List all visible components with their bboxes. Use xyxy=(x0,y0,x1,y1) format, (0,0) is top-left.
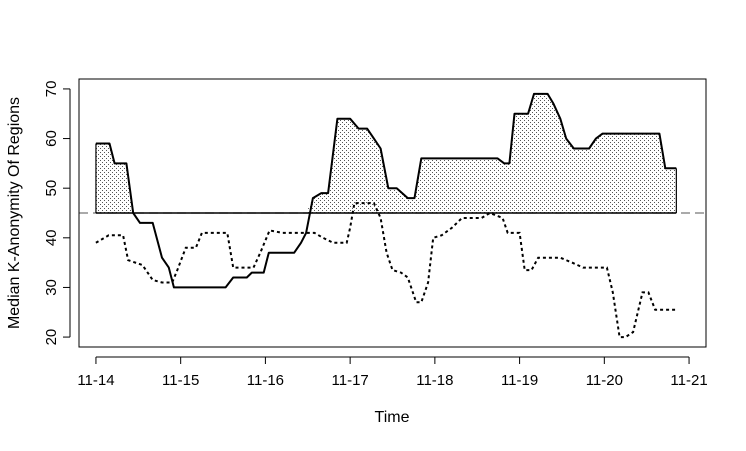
shaded-area-solid xyxy=(95,93,677,213)
x-tick-label: 11-21 xyxy=(670,372,707,389)
series-line-solid xyxy=(95,92,677,289)
y-tick-label: 60 xyxy=(43,130,60,147)
y-tick-label: 30 xyxy=(43,279,60,296)
series-line-dotted xyxy=(95,202,677,339)
series-layer xyxy=(79,92,706,339)
shaded-area-layer xyxy=(95,93,677,213)
axis-layer: 11-14 11-15 11-16 11-17 11-18 11-19 11-20 11-21… xyxy=(43,81,708,389)
x-tick-label: 11-15 xyxy=(162,372,199,389)
x-tick-label: 11-20 xyxy=(586,372,623,389)
y-tick-label: 40 xyxy=(43,229,60,246)
x-axis-label: Time xyxy=(375,409,410,426)
plot-frame xyxy=(78,78,707,348)
x-tick-label: 11-19 xyxy=(501,372,538,389)
y-tick-label: 20 xyxy=(43,329,60,346)
x-tick-label: 11-17 xyxy=(332,372,369,389)
x-tick-label: 11-18 xyxy=(416,372,453,389)
y-tick-label: 50 xyxy=(43,180,60,197)
y-tick-label: 70 xyxy=(43,81,60,98)
y-axis-label: Median K-Anonymity Of Regions xyxy=(6,97,23,329)
x-tick-label: 11-14 xyxy=(77,372,114,389)
x-tick-label: 11-16 xyxy=(247,372,284,389)
